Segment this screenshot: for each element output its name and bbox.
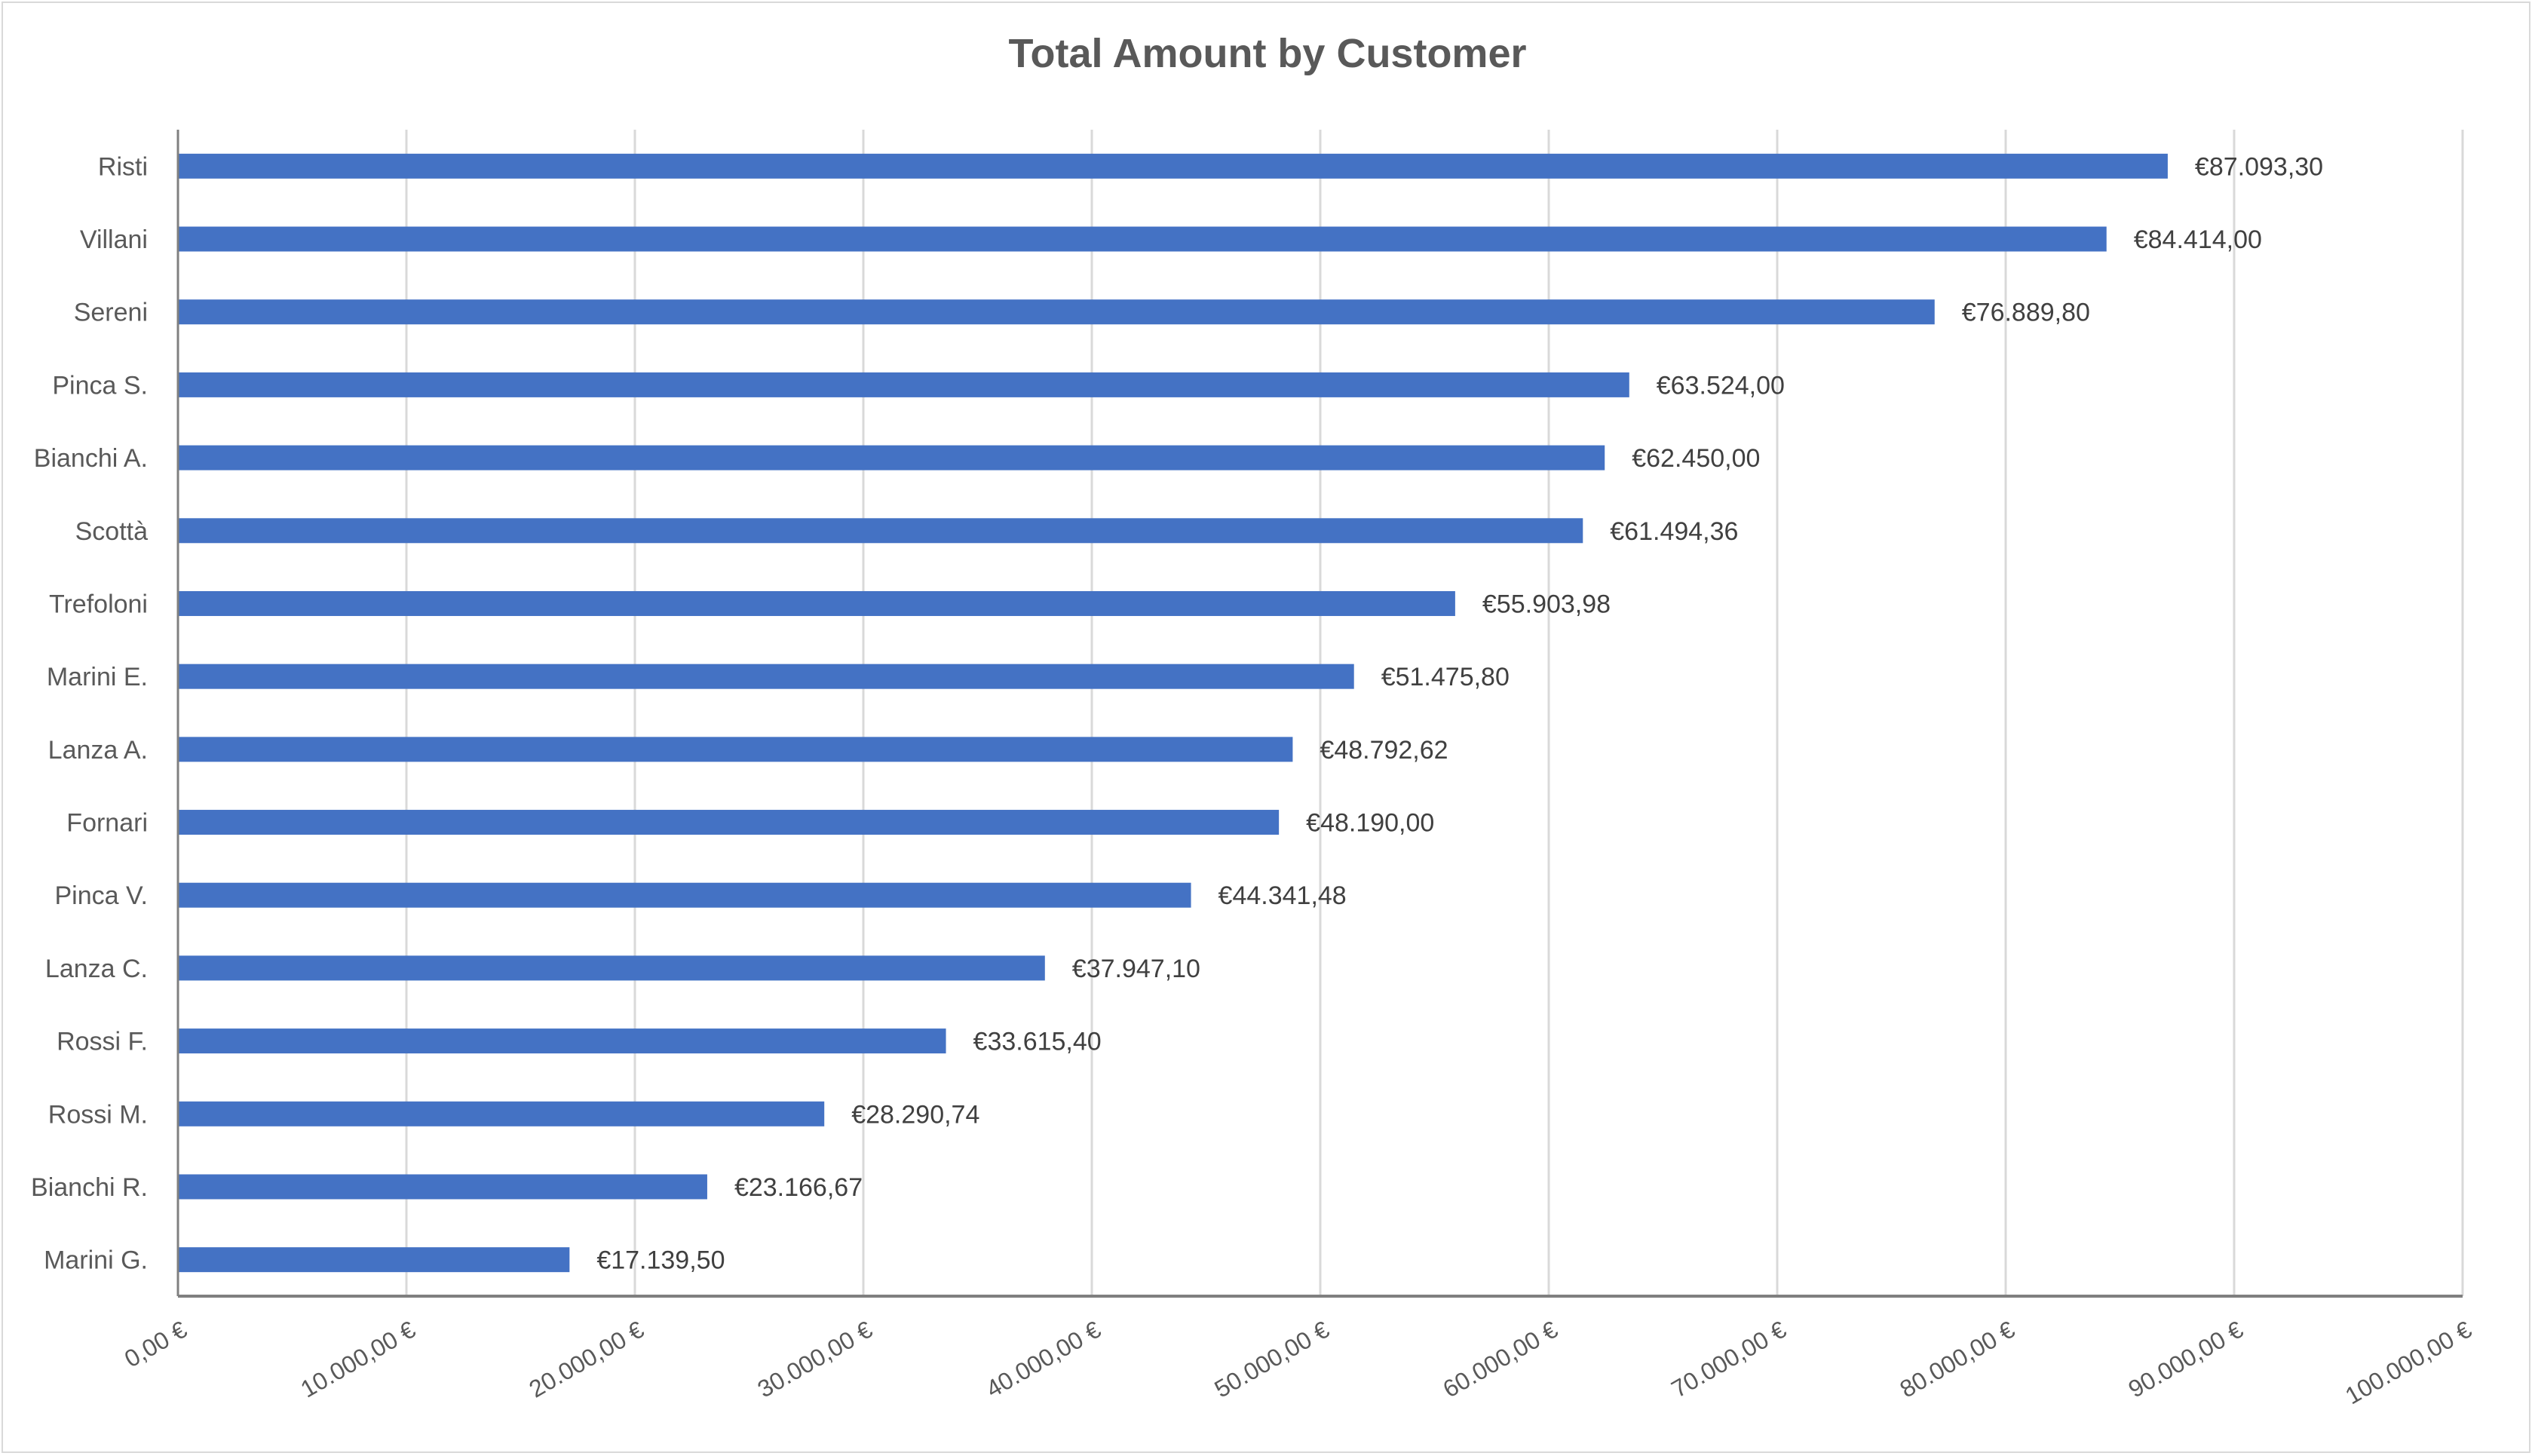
bar (178, 1028, 946, 1054)
data-label: €48.792,62 (1320, 736, 1448, 765)
bar (178, 882, 1191, 908)
data-label: €28.290,74 (851, 1100, 979, 1129)
bar (178, 664, 1354, 689)
bar (178, 372, 1629, 397)
data-label: €63.524,00 (1657, 371, 1785, 400)
bar (178, 226, 2107, 252)
category-label: Lanza C. (45, 955, 148, 983)
x-tick-label: 40.000,00 € (982, 1316, 1106, 1403)
x-tick-label: 20.000,00 € (525, 1316, 649, 1403)
category-label: Bianchi R. (31, 1173, 148, 1202)
bar (178, 153, 2168, 179)
category-label: Rossi F. (57, 1028, 148, 1056)
category-label: Fornari (66, 809, 148, 838)
category-label: Risti (98, 152, 148, 181)
category-label: Lanza A. (48, 736, 148, 765)
x-tick-label: 80.000,00 € (1896, 1316, 2020, 1403)
category-label: Pinca S. (52, 371, 148, 400)
category-label: Trefoloni (49, 590, 148, 618)
category-label: Marini E. (47, 663, 148, 691)
data-label: €37.947,10 (1072, 955, 1200, 983)
data-label: €51.475,80 (1381, 663, 1510, 691)
data-label: €44.341,48 (1218, 881, 1347, 910)
category-label: Villani (80, 225, 148, 254)
bar (178, 1174, 707, 1200)
bar (178, 810, 1280, 835)
category-label: Bianchi A. (34, 444, 148, 473)
data-label: €62.450,00 (1632, 444, 1760, 473)
bar (178, 1247, 570, 1273)
data-label: €84.414,00 (2134, 225, 2262, 254)
data-label: €87.093,30 (2195, 152, 2323, 181)
x-tick-label: 70.000,00 € (1667, 1316, 1792, 1403)
x-tick-label: 30.000,00 € (753, 1316, 878, 1403)
bar (178, 1101, 825, 1126)
category-label: Sereni (74, 299, 148, 327)
category-label: Marini G. (44, 1246, 148, 1275)
bar (178, 299, 1935, 325)
x-tick-label: 60.000,00 € (1439, 1316, 1563, 1403)
data-label: €61.494,36 (1610, 517, 1738, 546)
data-label: €76.889,80 (1962, 299, 2090, 327)
category-label: Rossi M. (48, 1100, 148, 1129)
bar (178, 445, 1605, 471)
category-label: Pinca V. (55, 881, 149, 910)
bar (178, 955, 1045, 981)
bar (178, 518, 1583, 544)
data-label: €48.190,00 (1306, 809, 1434, 838)
data-label: €33.615,40 (973, 1028, 1102, 1056)
chart-title: Total Amount by Customer (1008, 31, 1527, 76)
bar (178, 737, 1293, 762)
bar (178, 590, 1455, 616)
data-label: €17.139,50 (596, 1246, 725, 1275)
data-label: €23.166,67 (734, 1173, 863, 1202)
x-tick-label: 10.000,00 € (296, 1316, 421, 1403)
x-tick-label: 100.000,00 € (2340, 1316, 2476, 1410)
category-label: Scottà (75, 517, 148, 546)
data-label: €55.903,98 (1482, 590, 1611, 618)
x-tick-label: 90.000,00 € (2124, 1316, 2248, 1403)
x-tick-label: 50.000,00 € (1210, 1316, 1335, 1403)
x-tick-label: 0,00 € (120, 1316, 192, 1373)
